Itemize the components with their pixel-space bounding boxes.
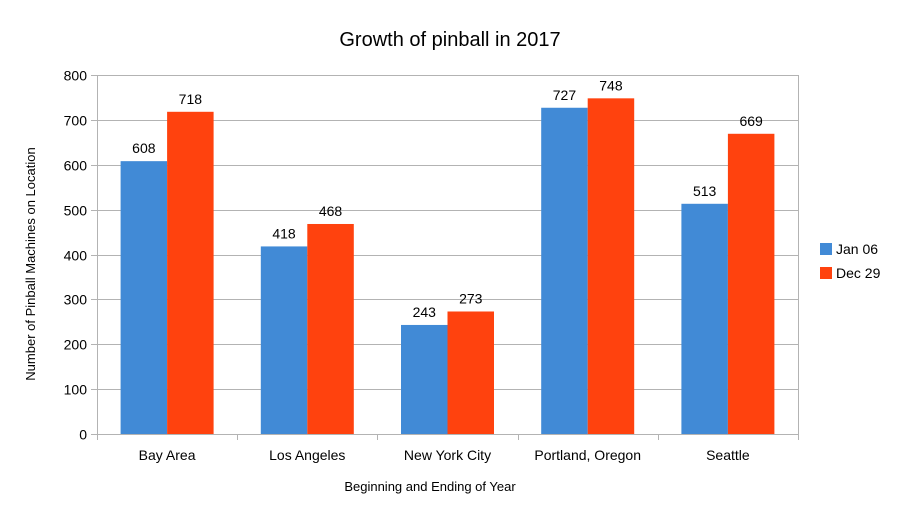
bar bbox=[541, 107, 588, 434]
y-tick-label: 600 bbox=[64, 158, 88, 174]
y-tick-label: 100 bbox=[64, 382, 88, 398]
bar-value-label: 468 bbox=[319, 203, 343, 219]
x-tick-label: Seattle bbox=[706, 447, 750, 463]
y-tick-label: 500 bbox=[64, 203, 88, 219]
bar-value-label: 608 bbox=[132, 140, 156, 156]
bar bbox=[587, 98, 635, 435]
bar-value-label: 669 bbox=[739, 113, 763, 129]
legend-swatch bbox=[820, 267, 832, 279]
bar bbox=[681, 203, 728, 434]
x-axis-title: Beginning and Ending of Year bbox=[344, 479, 516, 494]
y-tick-label: 0 bbox=[79, 427, 87, 443]
chart-title: Growth of pinball in 2017 bbox=[339, 29, 560, 51]
bar-value-label: 727 bbox=[553, 87, 577, 103]
bar bbox=[260, 246, 308, 434]
y-tick-label: 300 bbox=[64, 292, 88, 308]
bar bbox=[727, 133, 775, 434]
data-labels: 608 718 418 468 243 273 727 748 513 669 bbox=[132, 77, 763, 320]
bar-value-label: 418 bbox=[272, 225, 296, 241]
bar bbox=[307, 223, 354, 434]
gridlines bbox=[97, 75, 798, 435]
y-axis-title: Number of Pinball Machines on Location bbox=[23, 147, 38, 380]
y-tick-label: 400 bbox=[64, 248, 88, 264]
legend-swatch bbox=[820, 243, 832, 255]
bar-value-label: 513 bbox=[693, 183, 717, 199]
x-tick-labels: Bay Area Los Angeles New York City Portland… bbox=[139, 447, 750, 463]
x-tick-label: Bay Area bbox=[139, 447, 196, 463]
y-tick-label: 800 bbox=[64, 68, 88, 84]
x-tick-label: Los Angeles bbox=[269, 447, 345, 463]
bar bbox=[167, 111, 214, 435]
bar bbox=[120, 161, 168, 434]
y-tick-label: 700 bbox=[64, 113, 88, 129]
bar-value-label: 748 bbox=[599, 77, 623, 93]
bar-value-label: 243 bbox=[413, 304, 437, 320]
bar bbox=[401, 324, 448, 434]
legend: Jan 06 Dec 29 bbox=[820, 241, 881, 281]
y-tick-label: 200 bbox=[64, 337, 88, 353]
bars bbox=[120, 98, 775, 435]
bar-value-label: 718 bbox=[179, 91, 203, 107]
bar bbox=[447, 311, 494, 434]
legend-label: Dec 29 bbox=[836, 265, 881, 281]
legend-label: Jan 06 bbox=[836, 241, 878, 257]
bar-value-label: 273 bbox=[459, 290, 483, 306]
x-tick-label: New York City bbox=[404, 447, 491, 463]
axes bbox=[91, 75, 799, 440]
y-tick-labels: 0 100 200 300 400 500 600 700 800 bbox=[64, 68, 88, 443]
x-tick-label: Portland, Oregon bbox=[534, 447, 641, 463]
